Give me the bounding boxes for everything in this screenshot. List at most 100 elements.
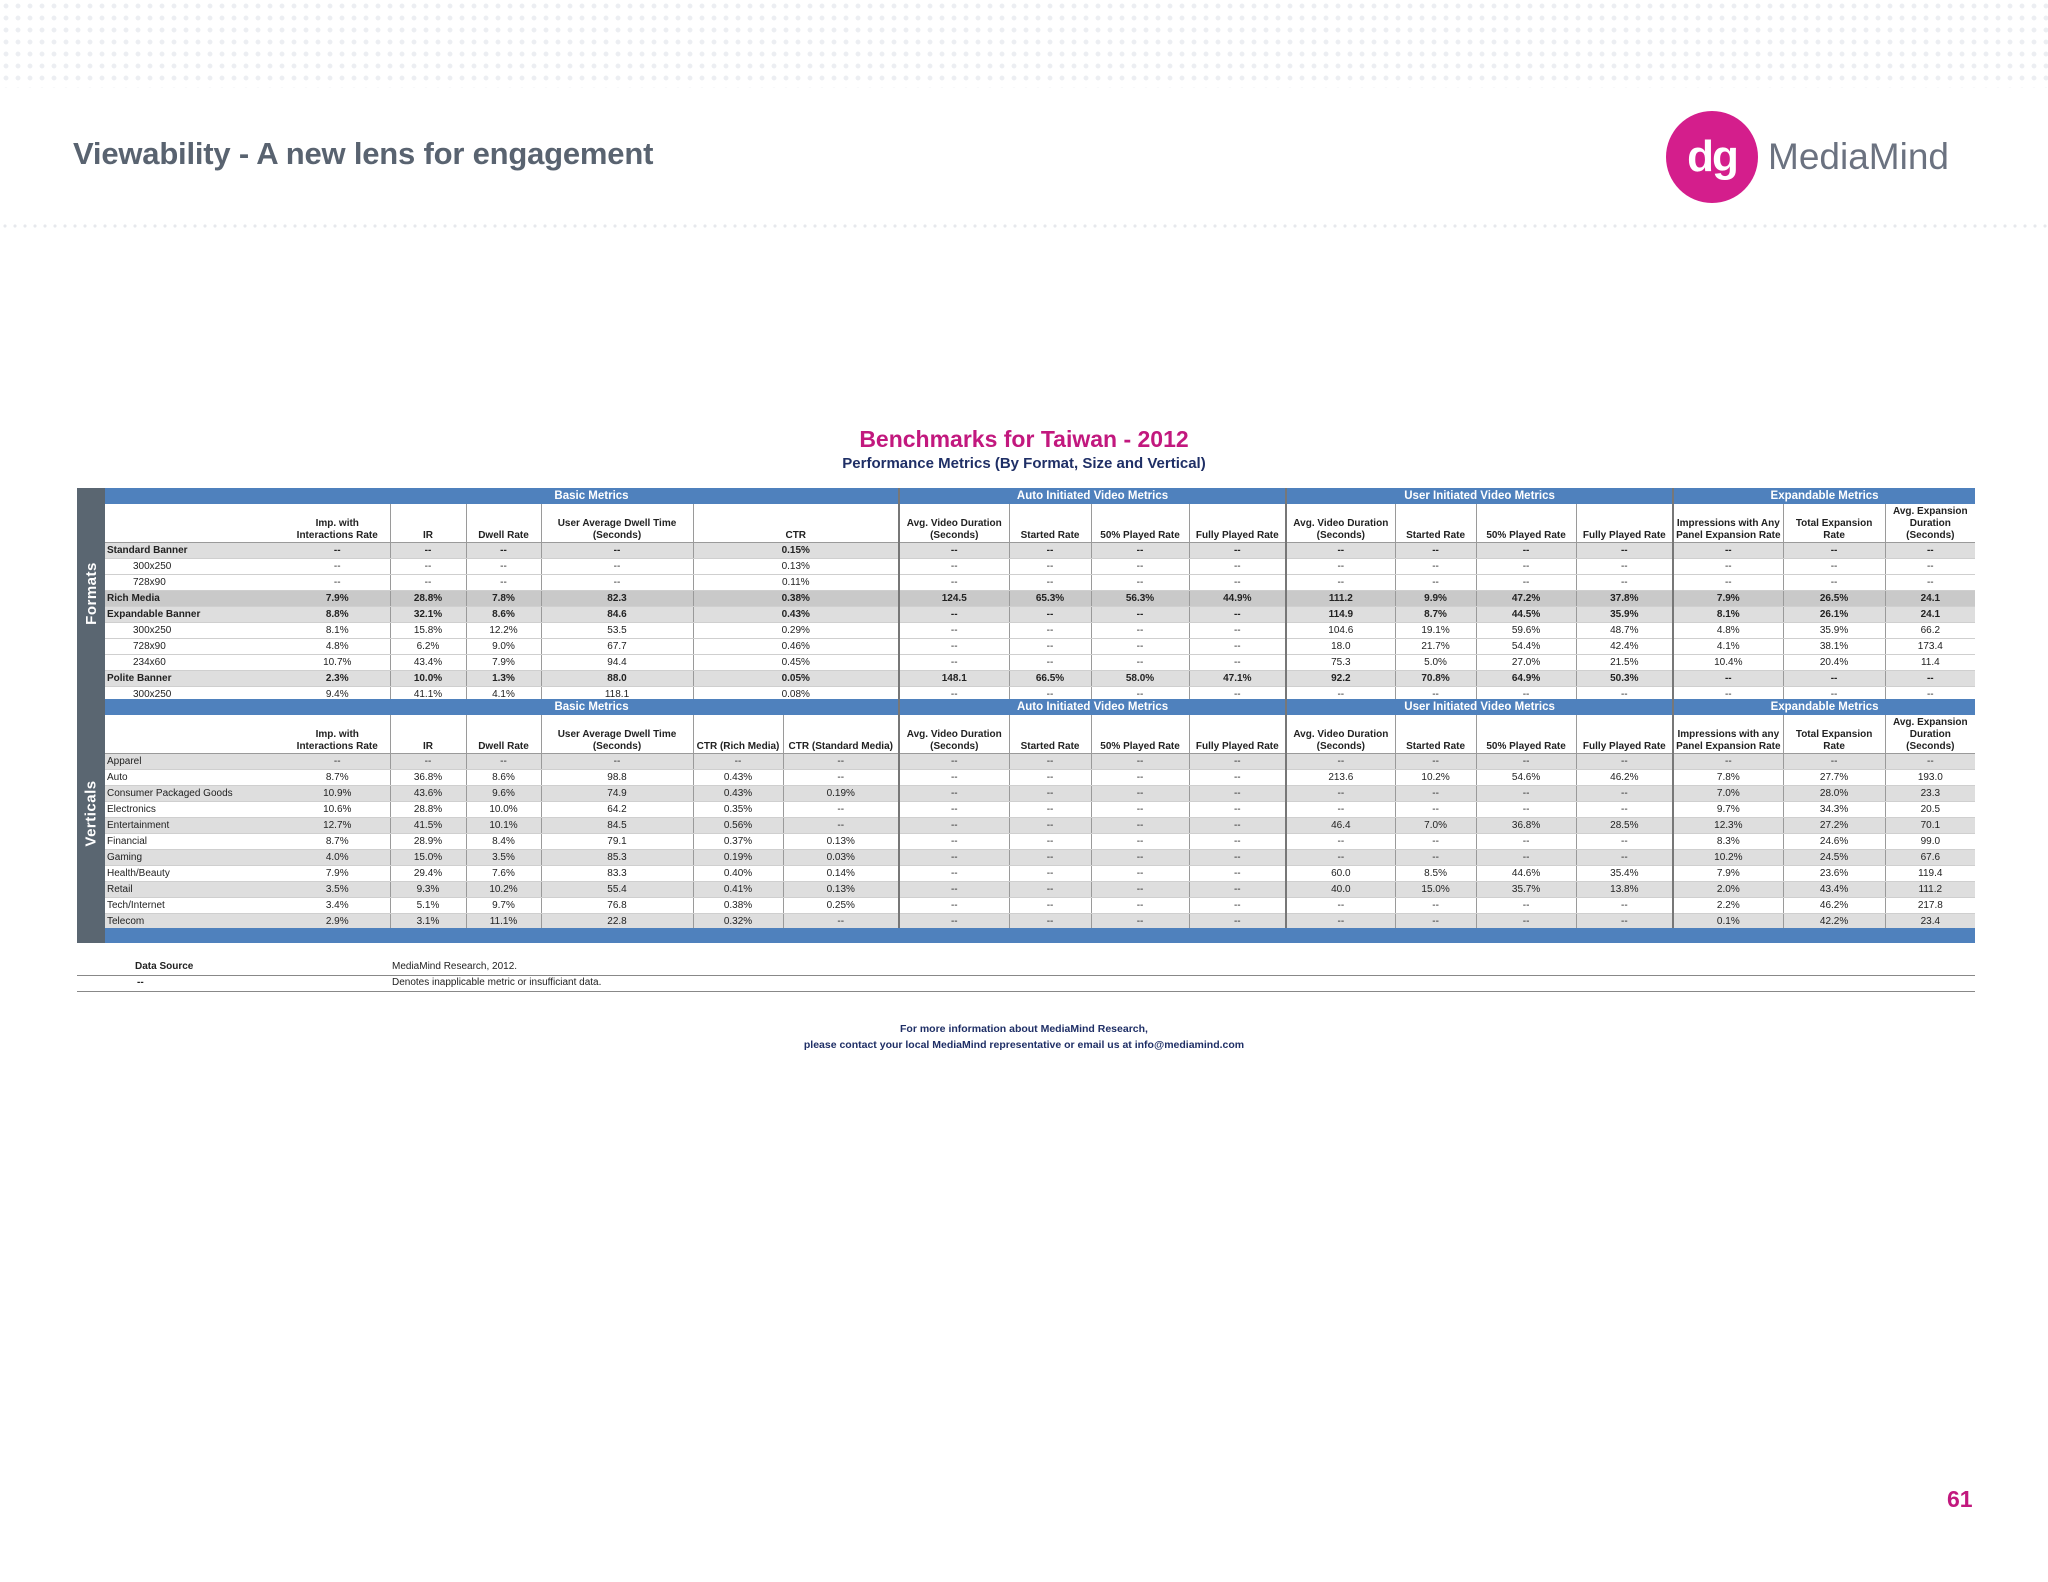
table-cell: 0.25% [782,897,900,914]
table-row: Electronics 10.6% 28.8% 10.0% 64.2 0.35% -- -- -… [105,801,1976,818]
table-cell: 10.2% [1394,769,1477,786]
table-cell: 8.7% [1394,606,1477,623]
column-header: 50% Played Rate [1475,504,1577,543]
table-cell: -- [898,753,1010,770]
table-cell: -- [1090,865,1190,882]
table-cell: 28.5% [1575,817,1674,834]
table-cell: 84.5 [540,817,693,834]
table-cell: 7.8% [465,590,541,607]
data-source-value: MediaMind Research, 2012. [392,961,518,972]
table-row: 728x90 4.8% 6.2% 9.0% 67.7 0.46% -- -- -- -- 18.0 2… [105,638,1976,655]
table-cell: 173.4 [1884,638,1976,655]
table-cell: -- [1782,670,1886,687]
table-cell: 27.2% [1782,817,1886,834]
table-cell: 9.9% [1394,590,1477,607]
table-cell: -- [1285,801,1396,818]
table-cell: -- [1884,574,1976,591]
table-cell: 7.9% [1672,590,1784,607]
row-label: Auto [105,769,285,786]
table-cell: 28.8% [389,590,466,607]
table-cell: 111.2 [1884,881,1976,898]
table-cell: 22.8 [540,913,693,930]
table-cell: -- [1672,670,1784,687]
table-cell: 10.2% [465,881,541,898]
table-cell: -- [1008,801,1092,818]
row-label: Consumer Packaged Goods [105,785,285,802]
row-label: 728x90 [105,574,285,591]
table-cell: -- [1188,558,1287,575]
table-cell: 0.15% [692,542,900,559]
table-cell: 82.3 [540,590,693,607]
table-cell: -- [1090,542,1190,559]
slide-title: Viewability - A new lens for engagement [73,136,654,171]
table-row: Retail 3.5% 9.3% 10.2% 55.4 0.41% 0.13% -- -- -- -… [105,881,1976,898]
table-cell: 8.1% [1672,606,1784,623]
table-cell: -- [1008,606,1092,623]
table-cell: -- [1008,654,1092,671]
row-label: 728x90 [105,638,285,655]
table-cell: 46.2% [1575,769,1674,786]
table-cell: 56.3% [1090,590,1190,607]
table-cell: 8.7% [285,769,390,786]
table-cell: -- [1188,654,1287,671]
row-label: Tech/Internet [105,897,285,914]
table-cell: -- [1285,849,1396,866]
table-cell: 7.6% [465,865,541,882]
table-cell: 0.56% [692,817,783,834]
table-cell: 35.9% [1575,606,1674,623]
table-cell: 8.4% [465,833,541,850]
table-cell: -- [1884,670,1976,687]
table-cell: -- [898,638,1010,655]
table-cell: -- [1672,753,1784,770]
table-cell: 124.5 [898,590,1010,607]
table-cell: -- [1475,913,1577,930]
table-row: Financial 8.7% 28.9% 8.4% 79.1 0.37% 0.13% -- --… [105,833,1976,850]
table-cell: -- [1188,574,1287,591]
table-cell: 43.4% [389,654,466,671]
table-cell: 47.1% [1188,670,1287,687]
table-cell: -- [782,753,900,770]
table-cell: -- [898,785,1010,802]
table-cell: 75.3 [1285,654,1396,671]
table-cell: 79.1 [540,833,693,850]
table-cell: -- [1090,769,1190,786]
group-header-blank [105,699,285,715]
table-cell: -- [540,542,693,559]
column-header: Avg. Expansion Duration (Seconds) [1884,504,1976,543]
table-cell: 12.2% [465,622,541,639]
table-cell: 83.3 [540,865,693,882]
table-cell: 3.5% [465,849,541,866]
table-cell: -- [1575,542,1674,559]
table-cell: 11.4 [1884,654,1976,671]
table-cell: -- [1090,686,1190,703]
legend-key: -- [137,977,144,988]
table-cell: -- [1090,558,1190,575]
table-cell: 92.2 [1285,670,1396,687]
table-cell: 8.6% [465,606,541,623]
table-cell: 8.6% [465,769,541,786]
table-cell: -- [1884,558,1976,575]
column-header: Fully Played Rate [1188,715,1287,754]
table-cell: -- [1394,574,1477,591]
logo-mark: dg [1666,111,1758,203]
table-cell: -- [1090,849,1190,866]
table-cell: -- [1672,558,1784,575]
table-cell: -- [1008,622,1092,639]
table-cell: -- [1394,801,1477,818]
table-cell: -- [1475,849,1577,866]
column-header: Fully Played Rate [1575,504,1674,543]
table-cell: 54.4% [1475,638,1577,655]
table-cell: 6.2% [389,638,466,655]
table-cell: -- [1188,849,1287,866]
row-label: 300x250 [105,686,285,703]
table-cell: 0.40% [692,865,783,882]
table-cell: -- [1008,817,1092,834]
table-cell: 8.1% [285,622,390,639]
column-header [105,504,285,543]
table-cell: -- [1008,753,1092,770]
table-cell: -- [540,574,693,591]
table-cell: 8.8% [285,606,390,623]
table-cell: 42.4% [1575,638,1674,655]
table-cell: -- [285,753,390,770]
table-cell: -- [1285,913,1396,930]
